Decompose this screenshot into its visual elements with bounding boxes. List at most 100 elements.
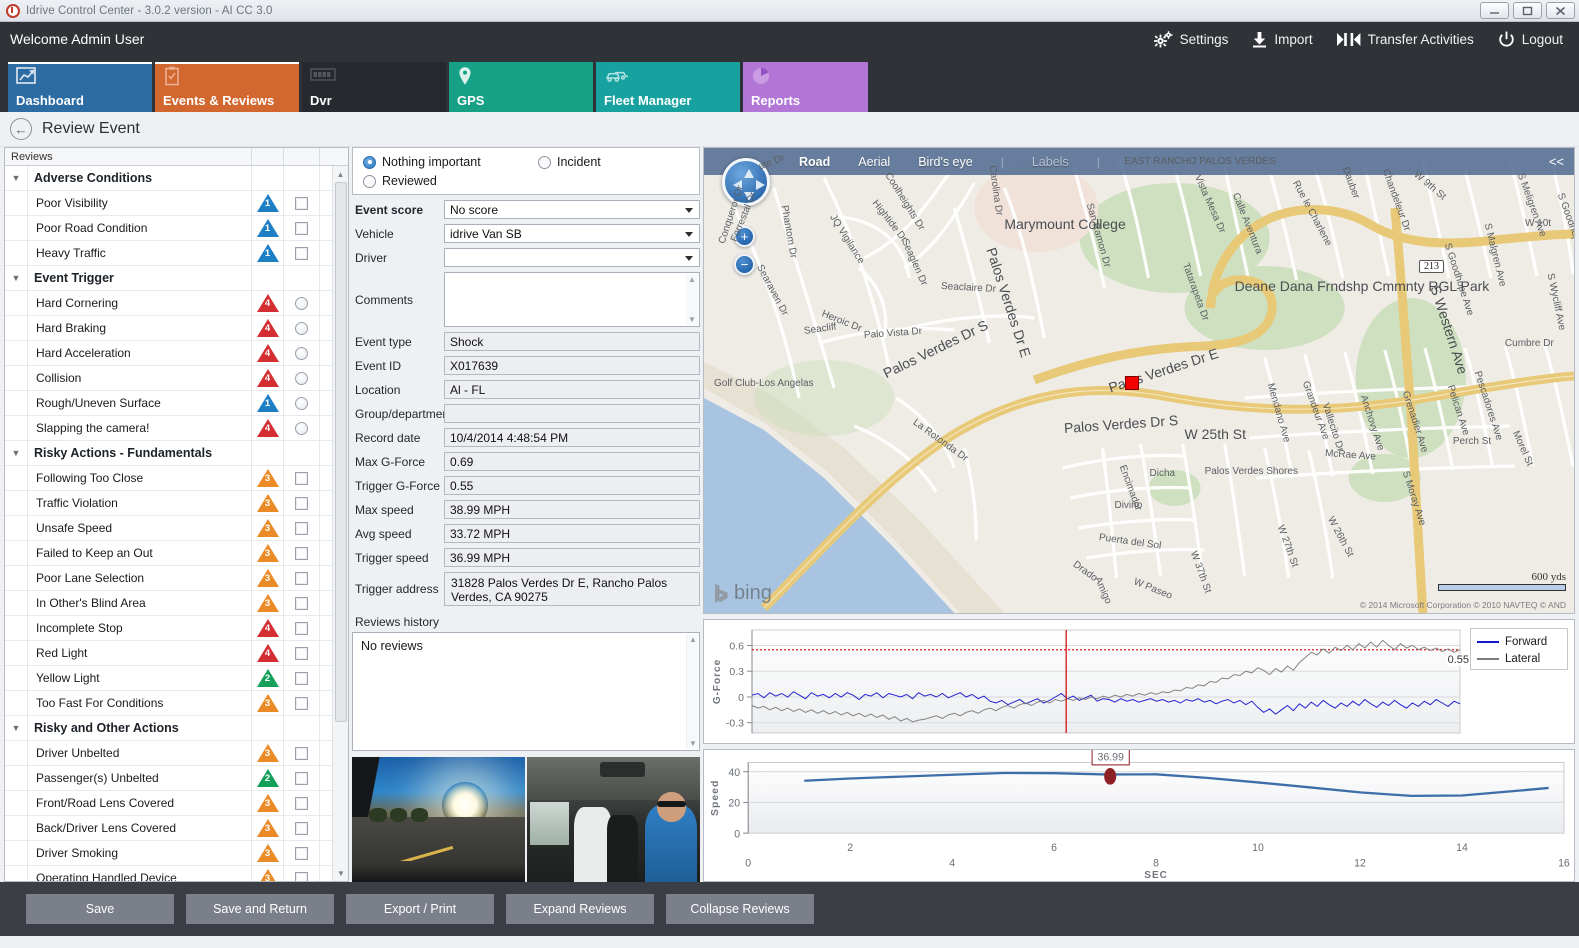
save-and-return-button[interactable]: Save and Return bbox=[186, 894, 334, 924]
tree-item-row[interactable]: Driver Smoking 3 bbox=[5, 841, 348, 866]
review-checkbox[interactable] bbox=[295, 246, 308, 260]
tree-item-row[interactable]: Hard Braking 4 bbox=[5, 316, 348, 341]
status-nothing-important[interactable]: Nothing important bbox=[363, 155, 538, 169]
review-checkbox[interactable] bbox=[295, 846, 308, 860]
review-radio[interactable] bbox=[295, 421, 308, 435]
tree-item-row[interactable]: Incomplete Stop 4 bbox=[5, 616, 348, 641]
tree-item-row[interactable]: Operating Handled Device 3 bbox=[5, 866, 348, 881]
review-radio[interactable] bbox=[295, 321, 308, 335]
driver-select[interactable] bbox=[444, 248, 700, 267]
maximize-button[interactable] bbox=[1513, 2, 1542, 19]
event-location-marker[interactable] bbox=[1125, 376, 1139, 390]
tree-group-row[interactable]: ▼ Risky and Other Actions bbox=[5, 716, 348, 741]
tree-item-row[interactable]: Too Fast For Conditions 3 bbox=[5, 691, 348, 716]
map-mode-road[interactable]: Road bbox=[799, 154, 831, 169]
logout-button[interactable]: Logout bbox=[1498, 31, 1563, 48]
reviews-history-box[interactable]: No reviews ▲ ▼ bbox=[352, 632, 700, 751]
minimize-button[interactable] bbox=[1480, 2, 1509, 19]
review-radio[interactable] bbox=[295, 346, 308, 360]
review-checkbox[interactable] bbox=[295, 221, 308, 235]
collapse-toggle-icon[interactable]: ▼ bbox=[11, 273, 21, 283]
map-mode-birds-eye[interactable]: Bird's eye bbox=[918, 154, 973, 169]
review-checkbox[interactable] bbox=[295, 496, 308, 510]
map-pan-control[interactable] bbox=[722, 158, 770, 206]
collapse-toggle-icon[interactable]: ▼ bbox=[11, 723, 21, 733]
nav-tile-fleet-manager[interactable]: Fleet Manager bbox=[596, 62, 740, 112]
comments-scrollbar[interactable]: ▲ ▼ bbox=[686, 274, 698, 325]
collapse-reviews-button[interactable]: Collapse Reviews bbox=[666, 894, 814, 924]
tree-group-row[interactable]: ▼ Risky Actions - Fundamentals bbox=[5, 441, 348, 466]
review-checkbox[interactable] bbox=[295, 696, 308, 710]
review-checkbox[interactable] bbox=[295, 471, 308, 485]
reviews-history-scrollbar[interactable]: ▲ ▼ bbox=[686, 634, 698, 749]
review-checkbox[interactable] bbox=[295, 596, 308, 610]
save-button[interactable]: Save bbox=[26, 894, 174, 924]
tree-item-row[interactable]: Hard Cornering 4 bbox=[5, 291, 348, 316]
review-checkbox[interactable] bbox=[295, 646, 308, 660]
review-checkbox[interactable] bbox=[295, 671, 308, 685]
tree-item-row[interactable]: Rough/Uneven Surface 1 bbox=[5, 391, 348, 416]
review-checkbox[interactable] bbox=[295, 621, 308, 635]
review-radio[interactable] bbox=[295, 296, 308, 310]
tree-group-row[interactable]: ▼ Event Trigger bbox=[5, 266, 348, 291]
collapse-toggle-icon[interactable]: ▼ bbox=[11, 448, 21, 458]
nav-tile-dvr[interactable]: Dvr bbox=[302, 62, 446, 112]
tree-item-row[interactable]: Traffic Violation 3 bbox=[5, 491, 348, 516]
reviews-tree-body[interactable]: ▼ Adverse Conditions Poor Visibility 1 Poor … bbox=[5, 166, 348, 881]
map-zoom-in-button[interactable]: + bbox=[734, 226, 755, 247]
tree-item-row[interactable]: Poor Visibility 1 bbox=[5, 191, 348, 216]
review-checkbox[interactable] bbox=[295, 571, 308, 585]
tree-item-row[interactable]: Unsafe Speed 3 bbox=[5, 516, 348, 541]
g-force-chart[interactable]: 0.6 0.3 0 -0.3 G-Force Forward Lateral 0.55 bbox=[703, 619, 1575, 744]
nav-tile-gps[interactable]: GPS bbox=[449, 62, 593, 112]
expand-reviews-button[interactable]: Expand Reviews bbox=[506, 894, 654, 924]
review-checkbox[interactable] bbox=[295, 546, 308, 560]
tree-item-row[interactable]: Slapping the camera! 4 bbox=[5, 416, 348, 441]
vehicle-select[interactable]: idrive Van SB bbox=[444, 224, 700, 243]
review-checkbox[interactable] bbox=[295, 521, 308, 535]
driver-camera-thumbnail[interactable] bbox=[527, 757, 700, 882]
map-collapse-button[interactable]: << bbox=[1548, 154, 1564, 169]
map-zoom-out-button[interactable]: − bbox=[734, 254, 755, 275]
tree-item-row[interactable]: Poor Lane Selection 3 bbox=[5, 566, 348, 591]
review-checkbox[interactable] bbox=[295, 821, 308, 835]
map-mode-labels[interactable]: Labels bbox=[1031, 154, 1069, 169]
tree-item-row[interactable]: Hard Acceleration 4 bbox=[5, 341, 348, 366]
nav-tile-dashboard[interactable]: Dashboard bbox=[8, 62, 152, 112]
tree-item-row[interactable]: Poor Road Condition 1 bbox=[5, 216, 348, 241]
review-radio[interactable] bbox=[295, 371, 308, 385]
scroll-thumb[interactable] bbox=[335, 182, 347, 722]
comments-textarea[interactable]: ▲ ▼ bbox=[444, 272, 700, 327]
tree-item-row[interactable]: Collision 4 bbox=[5, 366, 348, 391]
review-checkbox[interactable] bbox=[295, 746, 308, 760]
review-checkbox[interactable] bbox=[295, 771, 308, 785]
review-checkbox[interactable] bbox=[295, 796, 308, 810]
scroll-up-icon[interactable]: ▲ bbox=[336, 169, 345, 179]
map-mode-aerial[interactable]: Aerial bbox=[858, 154, 891, 169]
tree-group-row[interactable]: ▼ Adverse Conditions bbox=[5, 166, 348, 191]
tree-item-row[interactable]: Driver Unbelted 3 bbox=[5, 741, 348, 766]
tree-item-row[interactable]: Front/Road Lens Covered 3 bbox=[5, 791, 348, 816]
tree-item-row[interactable]: Failed to Keep an Out 3 bbox=[5, 541, 348, 566]
review-radio[interactable] bbox=[295, 396, 308, 410]
import-button[interactable]: Import bbox=[1252, 31, 1313, 48]
export-print-button[interactable]: Export / Print bbox=[346, 894, 494, 924]
review-checkbox[interactable] bbox=[295, 196, 308, 210]
status-reviewed[interactable]: Reviewed bbox=[363, 174, 437, 188]
road-camera-thumbnail[interactable] bbox=[352, 757, 525, 882]
scroll-down-icon[interactable]: ▼ bbox=[337, 868, 345, 878]
nav-tile-reports[interactable]: Reports bbox=[743, 62, 868, 112]
review-checkbox[interactable] bbox=[295, 871, 308, 881]
tree-item-row[interactable]: Red Light 4 bbox=[5, 641, 348, 666]
collapse-toggle-icon[interactable]: ▼ bbox=[11, 173, 21, 183]
back-arrow-icon[interactable]: ← bbox=[10, 118, 32, 140]
tree-item-row[interactable]: Following Too Close 3 bbox=[5, 466, 348, 491]
tree-item-row[interactable]: Passenger(s) Unbelted 2 bbox=[5, 766, 348, 791]
tree-item-row[interactable]: Heavy Traffic 1 bbox=[5, 241, 348, 266]
status-incident[interactable]: Incident bbox=[538, 155, 601, 169]
tree-item-row[interactable]: Back/Driver Lens Covered 3 bbox=[5, 816, 348, 841]
tree-scrollbar[interactable]: ▲ ▼ bbox=[332, 166, 348, 881]
close-button[interactable] bbox=[1546, 2, 1575, 19]
tree-item-row[interactable]: In Other's Blind Area 3 bbox=[5, 591, 348, 616]
event-score-select[interactable]: No score bbox=[444, 200, 700, 219]
